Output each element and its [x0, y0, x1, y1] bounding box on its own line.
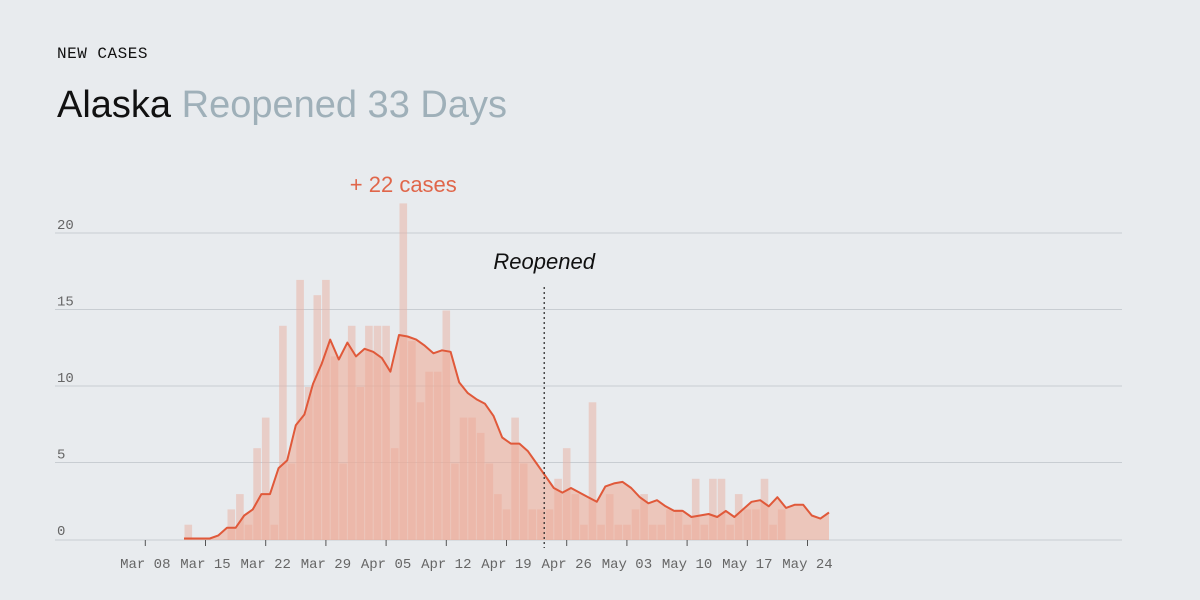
x-tick-label: Mar 22 — [240, 557, 290, 573]
y-tick-label: 0 — [57, 524, 65, 540]
daily-bar — [279, 325, 287, 540]
average-area — [184, 334, 830, 540]
daily-bar — [184, 524, 193, 540]
average-area-fill — [184, 335, 829, 540]
daily-bar — [253, 448, 261, 540]
daily-bar — [296, 279, 304, 540]
daily-bar — [588, 402, 597, 540]
x-tick-label: May 24 — [782, 557, 832, 573]
x-tick-label: Apr 26 — [541, 557, 591, 573]
reopened-label: Reopened — [493, 249, 595, 274]
x-tick-label: May 03 — [602, 557, 652, 573]
peak-annotation: + 22 cases — [350, 172, 457, 197]
x-tick-label: Mar 08 — [120, 557, 170, 573]
y-tick-label: 20 — [57, 218, 74, 234]
daily-bar — [717, 478, 726, 540]
x-tick-label: Mar 29 — [301, 557, 351, 573]
x-tick-label: Apr 12 — [421, 557, 471, 573]
daily-bar — [227, 509, 236, 540]
chart-headline: Alaska Reopened 33 Days — [57, 84, 507, 127]
chart-eyebrow: NEW CASES — [57, 45, 148, 63]
x-tick-label: Apr 05 — [361, 557, 411, 573]
y-tick-label: 15 — [57, 295, 74, 311]
x-tick-label: Apr 19 — [481, 557, 531, 573]
daily-bar — [236, 494, 244, 540]
daily-bar — [709, 478, 717, 540]
annotations: + 22 cases Reopened — [350, 172, 596, 548]
y-tick-label: 10 — [57, 371, 74, 387]
x-tick-label: May 10 — [662, 557, 712, 573]
x-tick-label: Mar 15 — [180, 557, 230, 573]
state-name: Alaska — [57, 84, 172, 126]
y-tick-label: 5 — [57, 448, 65, 464]
grid-lines — [55, 232, 1122, 541]
axis-labels: 0 5 10 15 20 Mar 08 Mar 15 Mar 22 Mar 29 Apr 05 Ap… — [57, 218, 833, 573]
daily-bar — [261, 417, 270, 540]
daily-bar — [691, 478, 700, 540]
average-line — [184, 334, 830, 540]
reopened-subtitle: Reopened 33 Days — [181, 84, 507, 126]
x-tick-label: May 17 — [722, 557, 772, 573]
